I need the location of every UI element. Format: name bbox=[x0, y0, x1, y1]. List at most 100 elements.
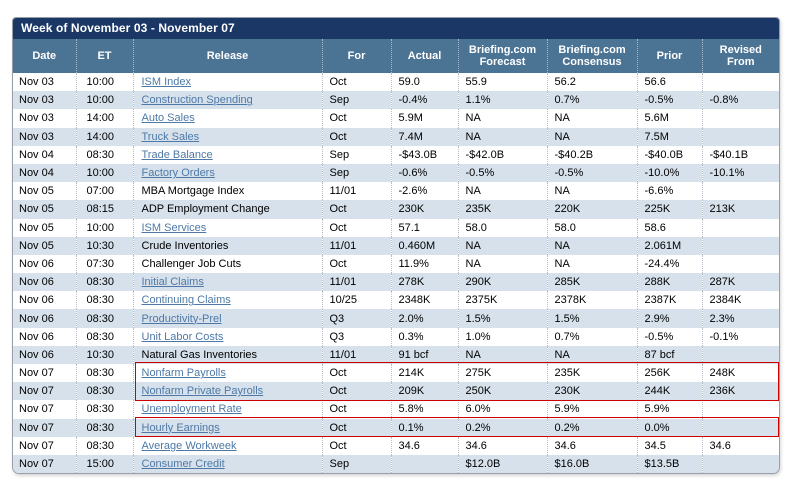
release-link[interactable]: Factory Orders bbox=[141, 167, 215, 180]
cell-revised bbox=[701, 254, 779, 274]
release-link[interactable]: ISM Services bbox=[141, 221, 207, 234]
cell-et: 07:00 bbox=[75, 182, 133, 201]
table-row: Nov 06 08:30 Initial Claims 11/01 278K 290K 28… bbox=[13, 273, 779, 292]
column-header-consensus: Briefing.com Consensus bbox=[546, 39, 637, 73]
release-link[interactable]: Unemployment Rate bbox=[141, 403, 242, 416]
table-row: Nov 05 07:00 MBA Mortgage Index 11/01 -2.6% N… bbox=[13, 182, 779, 201]
cell-forecast: NA bbox=[457, 182, 547, 201]
cell-release: Productivity-Prel bbox=[132, 309, 322, 328]
cell-release: Unit Labor Costs bbox=[132, 327, 322, 346]
cell-et: 10:00 bbox=[75, 73, 133, 92]
cell-actual: 2.0% bbox=[390, 309, 458, 328]
release-link[interactable]: Average Workweek bbox=[141, 439, 237, 452]
cell-revised bbox=[701, 218, 779, 237]
cell-date: Nov 07 bbox=[13, 382, 76, 401]
cell-forecast: -0.5% bbox=[457, 163, 547, 183]
cell-prior: $13.5B bbox=[636, 454, 702, 474]
cell-consensus: $16.0B bbox=[546, 454, 637, 474]
release-link[interactable]: Continuing Claims bbox=[141, 294, 231, 307]
release-link[interactable]: Nonfarm Private Payrolls bbox=[141, 385, 264, 398]
table-row: Nov 07 08:30 Nonfarm Private Payrolls Oct 20… bbox=[13, 382, 779, 401]
cell-date: Nov 05 bbox=[19, 221, 54, 234]
column-header-revised: Revised From bbox=[701, 39, 779, 73]
column-header-actual: Actual bbox=[390, 39, 458, 73]
cell-release: MBA Mortgage Index bbox=[132, 182, 322, 201]
table-row: Nov 07 08:30 Hourly Earnings Oct 0.1% 0.2% 0.2… bbox=[13, 418, 779, 437]
release-link[interactable]: Trade Balance bbox=[141, 148, 213, 161]
release-link[interactable]: Nonfarm Payrolls bbox=[141, 367, 226, 380]
cell-revised bbox=[701, 109, 779, 128]
cell-for: 11/01 bbox=[321, 345, 391, 364]
cell-actual: 5.9M bbox=[390, 109, 458, 128]
cell-prior: -0.5% bbox=[636, 327, 702, 346]
cell-et: 15:00 bbox=[75, 454, 133, 474]
table-row: Nov 03 14:00 Auto Sales Oct 5.9M NA NA 5.6M bbox=[13, 109, 779, 128]
cell-forecast: 275K bbox=[457, 364, 547, 383]
cell-date: Nov 07 bbox=[19, 403, 54, 416]
cell-revised bbox=[701, 454, 779, 474]
cell-date: Nov 06 bbox=[19, 257, 54, 270]
cell-release: Consumer Credit bbox=[132, 454, 322, 474]
column-header-et: ET bbox=[75, 39, 133, 73]
cell-consensus: NA bbox=[546, 182, 637, 201]
release-link[interactable]: Auto Sales bbox=[141, 112, 195, 125]
table-row: Nov 04 10:00 Factory Orders Sep -0.6% -0.5% -0… bbox=[13, 163, 779, 183]
cell-actual: 0.460M bbox=[390, 236, 458, 255]
cell-consensus: NA bbox=[546, 236, 637, 255]
cell-release: Nonfarm Private Payrolls bbox=[132, 382, 322, 401]
cell-revised: -$40.1B bbox=[701, 145, 779, 164]
cell-revised: 213K bbox=[701, 200, 779, 219]
table-row: Nov 06 08:30 Productivity-Prel Q3 2.0% 1.5% 1.… bbox=[13, 309, 779, 328]
cell-revised bbox=[701, 236, 779, 255]
table-row: Nov 07 08:30 Average Workweek Oct 34.6 34.6 34… bbox=[13, 436, 779, 455]
cell-actual: 0.1% bbox=[390, 418, 458, 437]
table-row: Nov 05 10:30 Crude Inventories 11/01 0.460M N… bbox=[13, 236, 779, 255]
cell-actual: 2348K bbox=[390, 291, 458, 310]
release-link[interactable]: Unit Labor Costs bbox=[141, 330, 224, 343]
release-text: Natural Gas Inventories bbox=[141, 348, 258, 361]
release-link[interactable]: ISM Index bbox=[141, 76, 192, 89]
cell-forecast: 235K bbox=[457, 200, 547, 219]
cell-forecast: 34.6 bbox=[457, 436, 547, 455]
cell-revised bbox=[701, 345, 779, 364]
cell-prior: 5.6M bbox=[636, 109, 702, 128]
cell-forecast: -$42.0B bbox=[457, 145, 547, 164]
cell-forecast: 6.0% bbox=[457, 400, 547, 419]
cell-release: ISM Index bbox=[132, 73, 322, 92]
cell-actual: 57.1 bbox=[390, 218, 458, 237]
release-link[interactable]: Consumer Credit bbox=[141, 458, 225, 471]
cell-actual: 278K bbox=[390, 273, 458, 292]
release-link[interactable]: Initial Claims bbox=[141, 276, 204, 289]
cell-prior: 5.9% bbox=[636, 400, 702, 419]
cell-actual: 11.9% bbox=[390, 254, 458, 274]
table-row: Nov 07 08:30 Nonfarm Payrolls Oct 214K 275K 23… bbox=[13, 364, 779, 383]
cell-et: 07:30 bbox=[75, 254, 133, 274]
release-link[interactable]: Construction Spending bbox=[141, 94, 253, 107]
table-row: Nov 05 08:15 ADP Employment Change Oct 230K 2… bbox=[13, 200, 779, 219]
cell-for: Oct bbox=[321, 436, 391, 455]
release-text: Challenger Job Cuts bbox=[141, 257, 242, 270]
cell-release: Hourly Earnings bbox=[132, 418, 322, 437]
cell-et: 08:15 bbox=[75, 200, 133, 219]
cell-for: Oct bbox=[321, 400, 391, 419]
release-link[interactable]: Truck Sales bbox=[141, 130, 200, 143]
cell-date: Nov 06 bbox=[13, 309, 76, 328]
cell-release: Trade Balance bbox=[132, 145, 322, 164]
cell-release: Average Workweek bbox=[132, 436, 322, 455]
cell-consensus: 1.5% bbox=[546, 309, 637, 328]
cell-actual bbox=[390, 454, 458, 474]
cell-forecast: NA bbox=[457, 236, 547, 255]
cell-date: Nov 05 bbox=[13, 236, 76, 255]
cell-et: 08:30 bbox=[75, 364, 133, 383]
cell-consensus: -$40.2B bbox=[546, 145, 637, 164]
cell-consensus: 230K bbox=[546, 382, 637, 401]
release-link[interactable]: Hourly Earnings bbox=[141, 421, 220, 434]
cell-consensus: NA bbox=[546, 109, 637, 128]
cell-prior: 87 bcf bbox=[636, 345, 702, 364]
table-row: Nov 03 10:00 Construction Spending Sep -0.4%… bbox=[13, 91, 779, 110]
table-row: Nov 03 14:00 Truck Sales Oct 7.4M NA NA 7.5M bbox=[13, 127, 779, 146]
cell-forecast: $12.0B bbox=[457, 454, 547, 474]
cell-prior: 2387K bbox=[636, 291, 702, 310]
release-link[interactable]: Productivity-Prel bbox=[141, 312, 222, 325]
cell-consensus: 5.9% bbox=[546, 400, 637, 419]
